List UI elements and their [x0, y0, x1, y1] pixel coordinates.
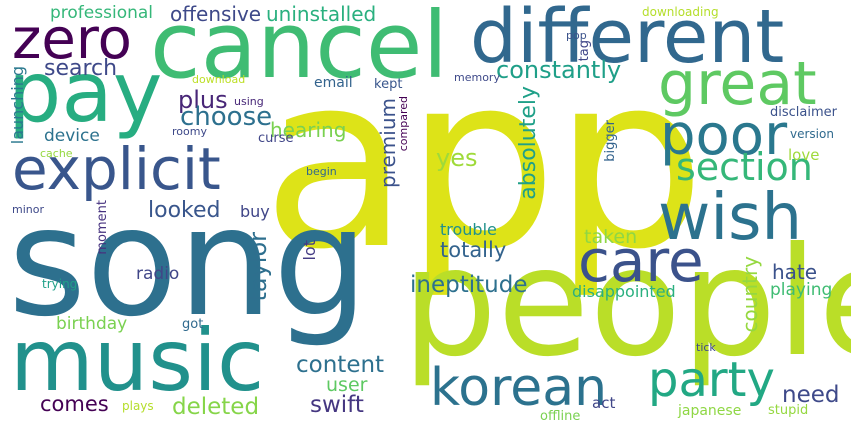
- word-curse: curse: [258, 131, 294, 146]
- word-downloading: downloading: [642, 5, 719, 19]
- word-need: need: [782, 382, 840, 408]
- word-launching: launching: [8, 66, 27, 145]
- word-trouble: trouble: [440, 220, 497, 239]
- word-different: different: [470, 0, 785, 80]
- word-people: people: [402, 216, 851, 390]
- word-taylor: taylor: [244, 232, 272, 302]
- word-disclaimer: disclaimer: [770, 105, 837, 120]
- word-cache: cache: [40, 147, 73, 160]
- word-kept: kept: [374, 77, 403, 92]
- word-ineptitude: ineptitude: [410, 272, 528, 298]
- word-pop: pop: [566, 29, 587, 42]
- word-party: party: [648, 352, 775, 408]
- word-absolutely: absolutely: [516, 86, 541, 200]
- word-professional: professional: [50, 3, 154, 23]
- word-download: download: [192, 73, 246, 86]
- word-stupid: stupid: [768, 403, 809, 418]
- word-section: section: [676, 145, 813, 189]
- word-playing: playing: [770, 280, 833, 300]
- word-swift: swift: [310, 392, 364, 418]
- word-offline: offline: [540, 409, 581, 424]
- word-premium: premium: [376, 98, 400, 188]
- word-taken: taken: [584, 226, 638, 248]
- word-trying: trying: [42, 277, 78, 291]
- word-song: song: [8, 176, 369, 350]
- word-device: device: [44, 126, 100, 146]
- word-totally: totally: [440, 238, 507, 262]
- word-love: love: [788, 146, 820, 164]
- word-deleted: deleted: [172, 394, 260, 420]
- word-compared: compared: [397, 96, 410, 152]
- word-music: music: [10, 311, 265, 411]
- word-looked: looked: [148, 198, 221, 223]
- word-memory: memory: [454, 71, 500, 84]
- word-zero: zero: [12, 7, 132, 72]
- word-birthday: birthday: [56, 314, 128, 334]
- word-tag: tag: [577, 40, 592, 62]
- word-pay: pay: [8, 43, 163, 141]
- word-bigger: bigger: [603, 120, 618, 162]
- word-great: great: [658, 49, 817, 119]
- word-plus: plus: [178, 86, 228, 114]
- word-explicit: explicit: [12, 135, 221, 203]
- word-tick: tick: [696, 341, 716, 354]
- word-poor: poor: [660, 103, 788, 168]
- word-yes: yes: [436, 144, 478, 172]
- word-content: content: [296, 352, 385, 378]
- word-korean: korean: [430, 358, 608, 418]
- word-version: version: [790, 127, 834, 141]
- word-hearing: hearing: [270, 118, 347, 142]
- word-lot: lot: [300, 240, 319, 261]
- word-hate: hate: [772, 260, 818, 284]
- word-using: using: [234, 95, 264, 108]
- word-user: user: [326, 374, 368, 396]
- word-wish: wish: [658, 181, 803, 255]
- word-minor: minor: [12, 203, 44, 216]
- word-constantly: constantly: [496, 56, 622, 84]
- word-act: act: [592, 394, 616, 412]
- word-moment: moment: [95, 200, 110, 255]
- word-begin: begin: [306, 165, 337, 178]
- word-got: got: [182, 317, 204, 332]
- word-comes: comes: [40, 392, 109, 416]
- word-cancel: cancel: [150, 0, 449, 99]
- word-radio: radio: [136, 264, 180, 284]
- word-choose: choose: [180, 102, 273, 132]
- word-buy: buy: [240, 202, 270, 221]
- word-japanese: japanese: [678, 403, 742, 419]
- word-country: country: [738, 256, 762, 333]
- word-uninstalled: uninstalled: [266, 2, 377, 26]
- word-offensive: offensive: [170, 2, 262, 26]
- word-roomy: roomy: [172, 125, 207, 138]
- word-plays: plays: [122, 399, 154, 413]
- word-email: email: [314, 75, 353, 91]
- word-app: app: [262, 22, 706, 302]
- word-care: care: [578, 227, 704, 295]
- word-search: search: [44, 56, 118, 81]
- word-disappointed: disappointed: [572, 282, 676, 301]
